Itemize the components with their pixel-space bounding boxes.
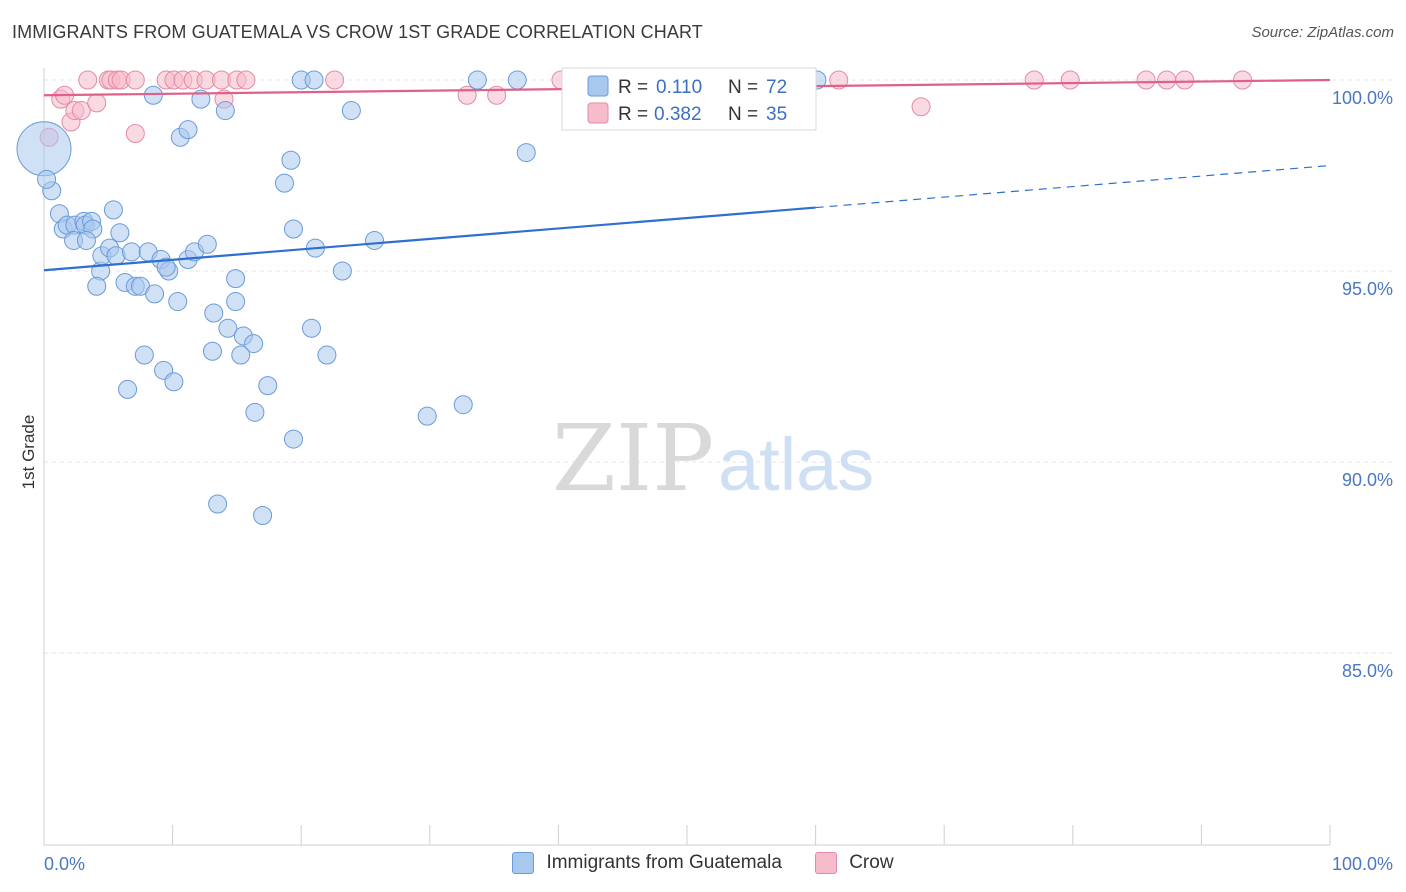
data-point — [341, 101, 361, 121]
data-point — [143, 85, 163, 105]
data-point — [1024, 70, 1044, 90]
legend-swatch-crow — [815, 852, 838, 874]
data-point — [301, 318, 321, 338]
data-point — [244, 334, 264, 354]
data-point — [365, 230, 385, 250]
legend-swatch-guatemala — [512, 852, 535, 874]
data-point — [125, 70, 145, 90]
data-point — [258, 376, 278, 396]
legend-n-label-2: N = — [728, 104, 758, 125]
legend-label-crow: Crow — [849, 852, 894, 873]
y-tick-labels: 85.0% 90.0% 95.0% 100.0% — [1332, 88, 1393, 681]
data-point — [281, 150, 301, 170]
data-point — [283, 219, 303, 239]
legend-n-value-2: 35 — [766, 104, 787, 125]
data-point — [417, 406, 437, 426]
data-point — [911, 97, 931, 117]
data-point — [156, 257, 176, 277]
data-point — [76, 230, 96, 250]
data-point — [71, 101, 91, 121]
legend-swatch-blue — [587, 75, 609, 97]
data-point — [231, 345, 251, 365]
data-point — [215, 101, 235, 121]
data-point — [16, 121, 72, 177]
data-point — [197, 234, 217, 254]
data-point — [1060, 70, 1080, 90]
legend-label-guatemala: Immigrants from Guatemala — [546, 852, 782, 873]
watermark-zip: ZIP — [552, 405, 714, 512]
data-point — [145, 284, 165, 304]
y-tick-label: 85.0% — [1342, 661, 1393, 681]
x-tick-label-min: 0.0% — [44, 854, 85, 874]
data-point — [134, 345, 154, 365]
legend-n-label-1: N = — [728, 77, 758, 98]
data-point — [87, 276, 107, 296]
data-point — [118, 379, 138, 399]
data-point — [202, 341, 222, 361]
data-point — [1175, 70, 1195, 90]
axes — [43, 68, 1331, 846]
data-point — [226, 292, 246, 312]
y-tick-label: 90.0% — [1342, 470, 1393, 490]
chart-title: IMMIGRANTS FROM GUATEMALA VS CROW 1ST GR… — [12, 22, 703, 42]
data-point — [453, 395, 473, 415]
data-point — [110, 223, 130, 243]
data-point — [467, 70, 487, 90]
y-tick-label: 100.0% — [1332, 88, 1393, 108]
data-point — [317, 345, 337, 365]
data-point — [332, 261, 352, 281]
data-point — [164, 372, 184, 392]
legend-item-guatemala[interactable]: Immigrants from Guatemala — [512, 852, 782, 874]
data-point — [236, 70, 256, 90]
data-point — [125, 123, 145, 143]
data-point — [1136, 70, 1156, 90]
y-tick-label: 95.0% — [1342, 279, 1393, 299]
data-point — [218, 318, 238, 338]
legend-r-value-2: 0.382 — [654, 104, 702, 125]
x-tick-label-max: 100.0% — [1332, 854, 1393, 874]
data-point — [253, 505, 273, 525]
data-point — [226, 269, 246, 289]
trend-line-dashed — [815, 164, 1331, 209]
data-point — [168, 292, 188, 312]
data-point — [37, 169, 57, 189]
legend-item-crow[interactable]: Crow — [815, 852, 894, 874]
bottom-legend: Immigrants from Guatemala Crow — [0, 852, 1406, 880]
source-label: Source: ZipAtlas.com — [1251, 24, 1394, 41]
data-point — [274, 173, 294, 193]
data-point — [78, 70, 98, 90]
legend-r-value-1: 0.110 — [656, 77, 702, 98]
data-point — [516, 143, 536, 163]
y-axis-label: 1st Grade — [19, 415, 38, 490]
gridlines — [44, 79, 1393, 654]
watermark-atlas: atlas — [718, 423, 874, 506]
data-point — [829, 70, 849, 90]
data-point — [178, 120, 198, 140]
data-point — [204, 303, 224, 323]
data-point — [1157, 70, 1177, 90]
data-point — [457, 85, 477, 105]
data-point — [191, 89, 211, 109]
data-point — [245, 402, 265, 422]
data-point — [121, 242, 141, 262]
legend-r-label-1: R = — [618, 77, 648, 98]
legend-r-label-2: R = — [618, 104, 648, 125]
data-point — [325, 70, 345, 90]
series-guatemala-points — [16, 70, 827, 525]
data-point — [507, 70, 527, 90]
legend-box: R = 0.110 N = 72 R = 0.382 N = 35 — [561, 67, 817, 131]
data-point — [208, 494, 228, 514]
trend-line-solid — [43, 206, 816, 272]
data-point — [87, 93, 107, 113]
data-point — [283, 429, 303, 449]
legend-n-value-1: 72 — [766, 77, 787, 98]
data-point — [304, 70, 324, 90]
data-point — [103, 200, 123, 220]
legend-swatch-pink — [587, 102, 609, 124]
